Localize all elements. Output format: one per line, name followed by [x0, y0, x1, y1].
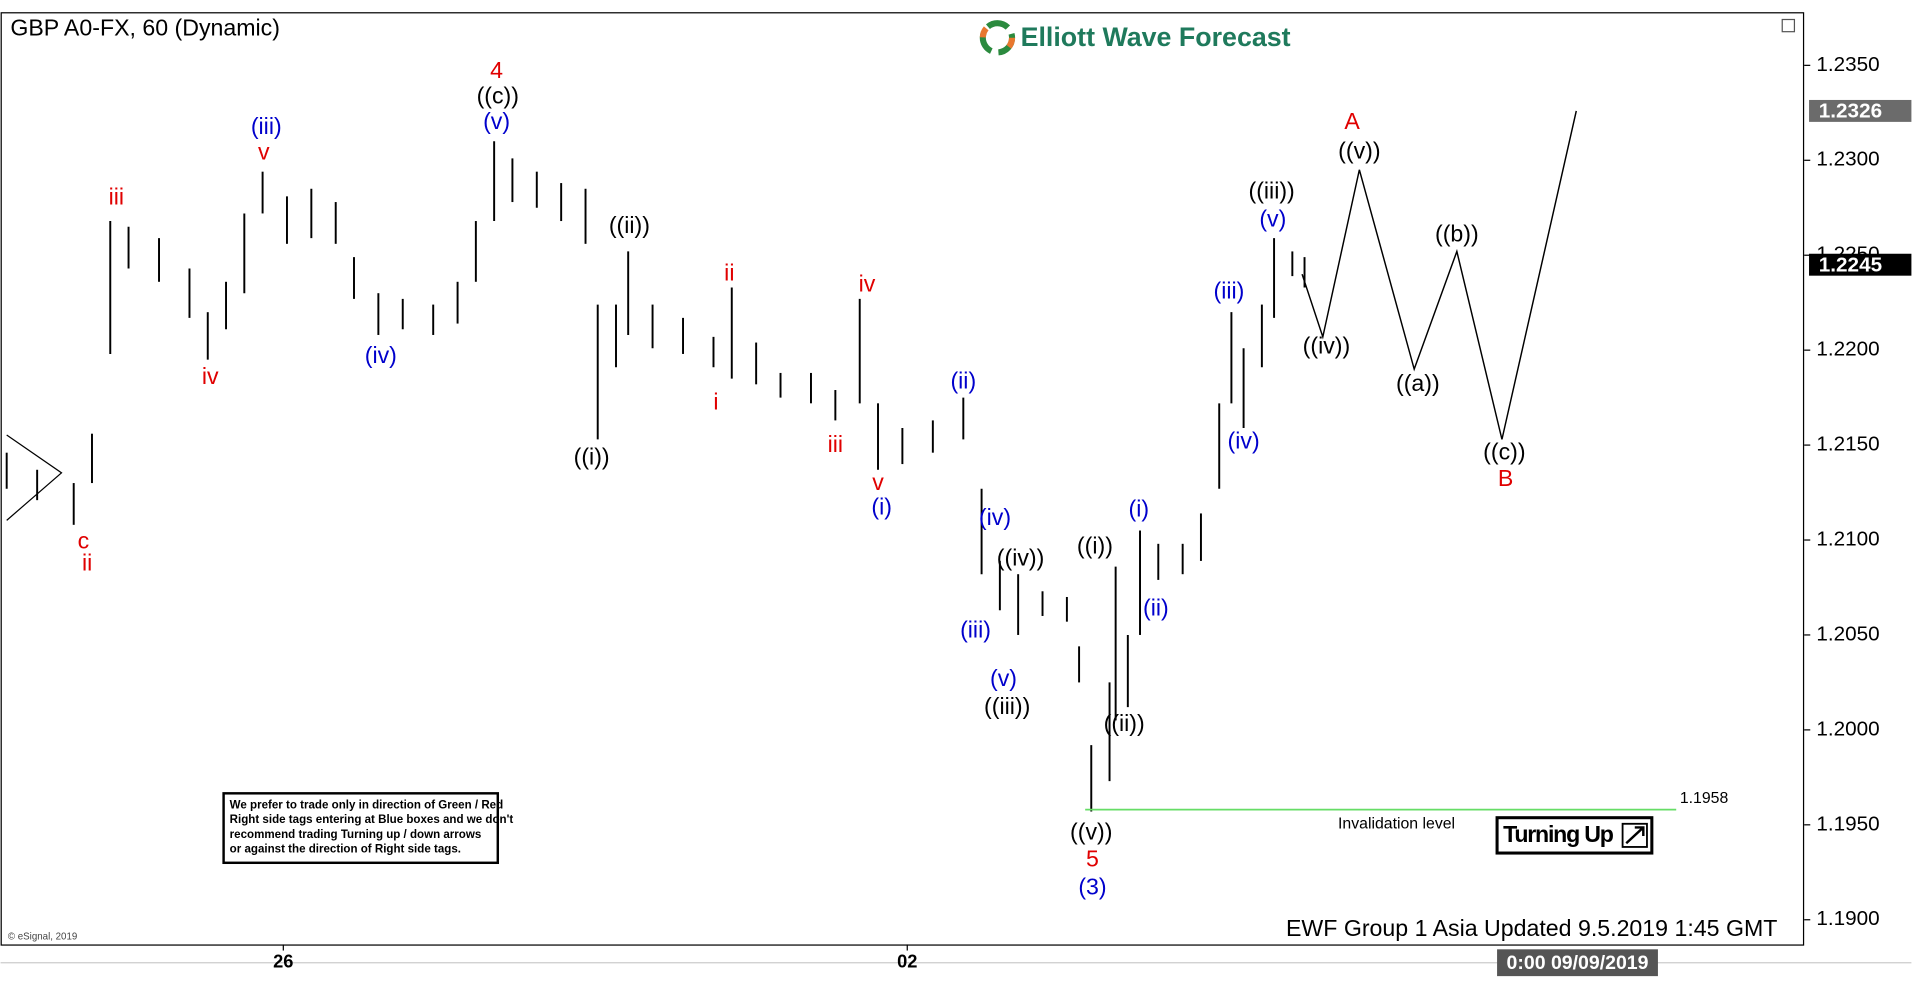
cursor-time: 0:00 09/09/2019: [1507, 952, 1649, 974]
y-tick-label: 1.2150: [1816, 433, 1879, 456]
wave-label: v: [258, 139, 270, 165]
invalidation-label: Invalidation level: [1338, 815, 1455, 832]
wave-label: ((c)): [1483, 438, 1525, 464]
y-tick-label: 1.2350: [1816, 53, 1879, 76]
wave-label: ((ii)): [609, 212, 650, 238]
wave-label: iv: [859, 270, 876, 296]
wave-label: 4: [490, 57, 503, 83]
copyright: © eSignal, 2019: [8, 932, 77, 943]
wave-label: ii: [82, 549, 92, 575]
logo-accent: [979, 20, 1016, 56]
wave-label: (iii): [1214, 278, 1245, 304]
wave-label: (ii): [1143, 594, 1169, 620]
wave-label: v: [872, 469, 884, 495]
wave-label: (i): [871, 493, 892, 519]
x-tick-label: 02: [897, 951, 917, 972]
wave-label: ii: [724, 259, 734, 285]
last-price-tag: 1.2245: [1819, 253, 1882, 276]
wave-label: (iii): [960, 616, 991, 642]
update-footer: EWF Group 1 Asia Updated 9.5.2019 1:45 G…: [1286, 915, 1777, 941]
last-price-tag-box: [1809, 253, 1912, 276]
wave-label: ((v)): [1070, 819, 1112, 845]
wave-label: ((a)): [1396, 370, 1440, 396]
triangle-pattern: [6, 434, 63, 521]
wave-label: B: [1498, 465, 1513, 491]
wave-label: ((c)): [477, 83, 519, 109]
wave-label: ((v)): [1338, 137, 1380, 163]
brand-name: Elliott Wave Forecast: [1021, 22, 1291, 52]
badge-arrow-box: [1621, 822, 1648, 848]
wave-label: (i): [1129, 496, 1150, 522]
notice-line: recommend trading Turning up / down arro…: [230, 829, 482, 841]
projection-line: [1301, 110, 1577, 440]
wave-label: iii: [109, 184, 124, 210]
wave-label: ((i)): [574, 443, 610, 469]
notice-box: We prefer to trade only in direction of …: [222, 792, 514, 865]
wave-label: ((iv)): [1303, 332, 1351, 358]
wave-label: (iv): [365, 342, 397, 368]
wave-label: (iv): [979, 504, 1011, 530]
wave-label: ((ii)): [1104, 710, 1145, 736]
plot-frame: [0, 12, 1805, 946]
target-price-tag: 1.2326: [1819, 100, 1882, 123]
wave-label: c: [78, 527, 90, 553]
wave-label: (v): [1259, 206, 1286, 232]
y-tick-label: 1.1950: [1816, 812, 1879, 835]
y-tick-label: 1.2300: [1816, 148, 1879, 171]
wave-label: (ii): [950, 368, 976, 394]
wave-label: i: [713, 388, 718, 414]
target-price-tag-box: [1809, 99, 1912, 122]
notice-frame: [222, 792, 500, 865]
wave-label: (3): [1078, 873, 1106, 899]
wave-label: ((iv)): [997, 544, 1045, 570]
notice-line: Right side tags entering at Blue boxes a…: [230, 814, 514, 826]
symbol-title: GBP A0-FX, 60 (Dynamic): [10, 14, 280, 40]
badge-arrow: [1625, 826, 1645, 845]
wave-label: iii: [828, 431, 843, 457]
y-tick-label: 1.2050: [1816, 622, 1879, 645]
wave-label: 5: [1086, 845, 1099, 871]
wave-label: ((i)): [1077, 532, 1113, 558]
cursor-time-box: [1497, 949, 1658, 977]
invalidation-value: 1.1958: [1680, 790, 1729, 807]
x-tick-label: 26: [273, 951, 293, 972]
wave-label: (v): [483, 108, 510, 134]
wave-label: iv: [202, 363, 219, 389]
y-tick-label: 1.2000: [1816, 717, 1879, 740]
notice-line: or against the direction of Right side t…: [230, 843, 461, 855]
y-tick-label: 1.1900: [1816, 907, 1879, 930]
wave-label: A: [1344, 108, 1360, 134]
brand-logo: Elliott Wave Forecast: [979, 20, 1291, 56]
notice-line: We prefer to trade only in direction of …: [230, 800, 503, 812]
wave-label: (iv): [1228, 427, 1260, 453]
wave-label: (v): [990, 665, 1017, 691]
turning-up-badge: Turning Up: [1495, 816, 1654, 855]
wave-label: ((b)): [1435, 220, 1479, 246]
badge-text: Turning Up: [1503, 821, 1614, 847]
y-tick-label: 1.2200: [1816, 338, 1879, 361]
y-tick-label: 1.2100: [1816, 527, 1879, 550]
wave-label: (iii): [251, 113, 282, 139]
wave-label: ((iii)): [1249, 178, 1295, 204]
window-icon: [1781, 18, 1796, 33]
wave-label: ((iii)): [984, 693, 1030, 719]
